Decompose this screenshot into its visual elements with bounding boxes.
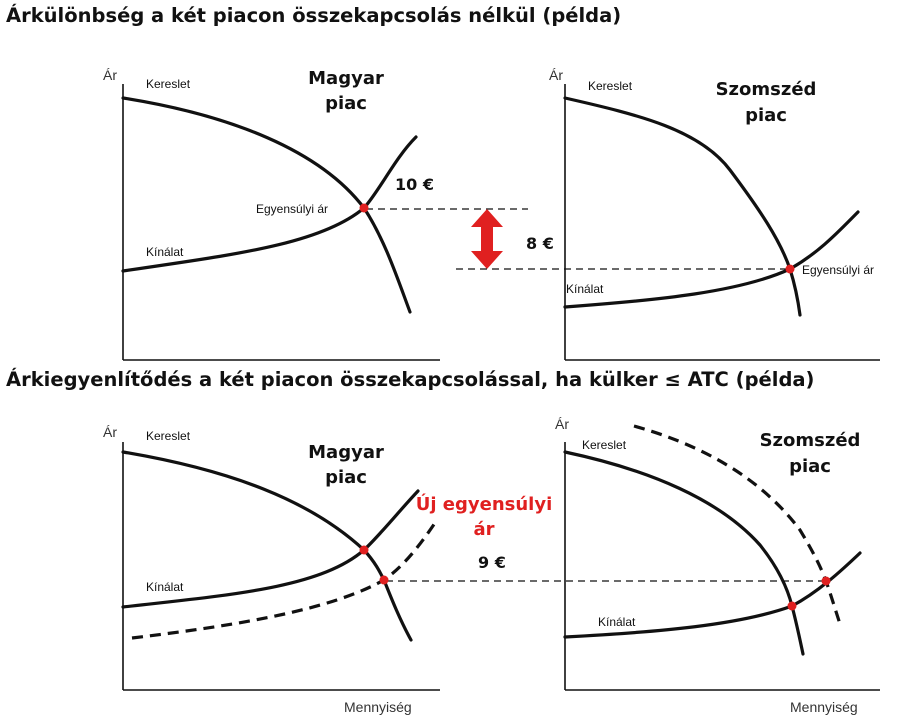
price-axis-label: Ár: [103, 424, 117, 440]
supply-curve: [121, 489, 420, 609]
market-title-nb-1: Szomszéd: [716, 79, 817, 100]
price-hu: 10 €: [395, 175, 434, 194]
new-equilibrium-point-nb: [821, 576, 831, 586]
price-gap-arrow: [471, 209, 503, 269]
supply-label: Kínálat: [598, 615, 636, 629]
price-axis-label: Ár: [103, 67, 117, 83]
top-title: Árkülönbség a két piacon összekapcsolás …: [6, 4, 622, 27]
market-title-hu-1: Magyar: [308, 442, 384, 463]
quantity-axis-label: Mennyiség: [790, 699, 858, 715]
top-left-panel: Ár Kereslet Kínálat Magyar piac 10 € Egy…: [103, 67, 528, 361]
demand-curve: [121, 96, 412, 314]
market-title-nb-2: piac: [745, 105, 787, 126]
market-title-nb-1: Szomszéd: [760, 430, 861, 451]
new-equilibrium-point-hu: [379, 575, 389, 585]
market-title-hu-2: piac: [325, 467, 367, 488]
market-title-nb-2: piac: [789, 456, 831, 477]
supply-curve: [563, 210, 860, 309]
market-title-hu-1: Magyar: [308, 68, 384, 89]
quantity-axis-label: Mennyiség: [344, 699, 412, 715]
price-axis-label: Ár: [549, 67, 563, 83]
new-equilibrium-label-1: Új egyensúlyi: [416, 493, 553, 515]
demand-label: Kereslet: [146, 77, 191, 91]
supply-label: Kínálat: [566, 282, 604, 296]
supply-label: Kínálat: [146, 245, 184, 259]
shifted-supply-curve: [131, 519, 439, 640]
top-right-panel: Ár Kereslet Kínálat Szomszéd piac Egyens…: [549, 67, 880, 361]
bottom-right-panel: Ár Kereslet Kínálat Szomszéd piac Mennyi…: [555, 416, 880, 715]
supply-curve: [563, 551, 862, 639]
bottom-title: Árkiegyenlítődés a két piacon összekapcs…: [6, 368, 815, 391]
old-equilibrium-point-nb: [787, 601, 797, 611]
old-equilibrium-point-hu: [359, 545, 369, 555]
equilibrium-point-nb: [785, 264, 795, 274]
demand-label: Kereslet: [582, 438, 627, 452]
demand-curve: [563, 96, 802, 317]
supply-curve: [121, 135, 418, 273]
bottom-left-panel: Ár Kereslet Kínálat Magyar piac Új egyen…: [103, 424, 826, 715]
equilibrium-point-hu: [359, 203, 369, 213]
price-nb: 8 €: [526, 234, 554, 253]
demand-label: Kereslet: [146, 429, 191, 443]
demand-curve: [563, 450, 805, 656]
demand-label: Kereslet: [588, 79, 633, 93]
shifted-demand-curve: [633, 424, 842, 625]
double-arrow-icon: [471, 209, 503, 269]
new-equilibrium-label-2: ár: [473, 519, 494, 540]
price-new: 9 €: [478, 553, 506, 572]
price-axis-label: Ár: [555, 416, 569, 432]
equilibrium-label-hu: Egyensúlyi ár: [256, 202, 328, 216]
equilibrium-label-nb: Egyensúlyi ár: [802, 263, 874, 277]
supply-label: Kínálat: [146, 580, 184, 594]
market-title-hu-2: piac: [325, 93, 367, 114]
